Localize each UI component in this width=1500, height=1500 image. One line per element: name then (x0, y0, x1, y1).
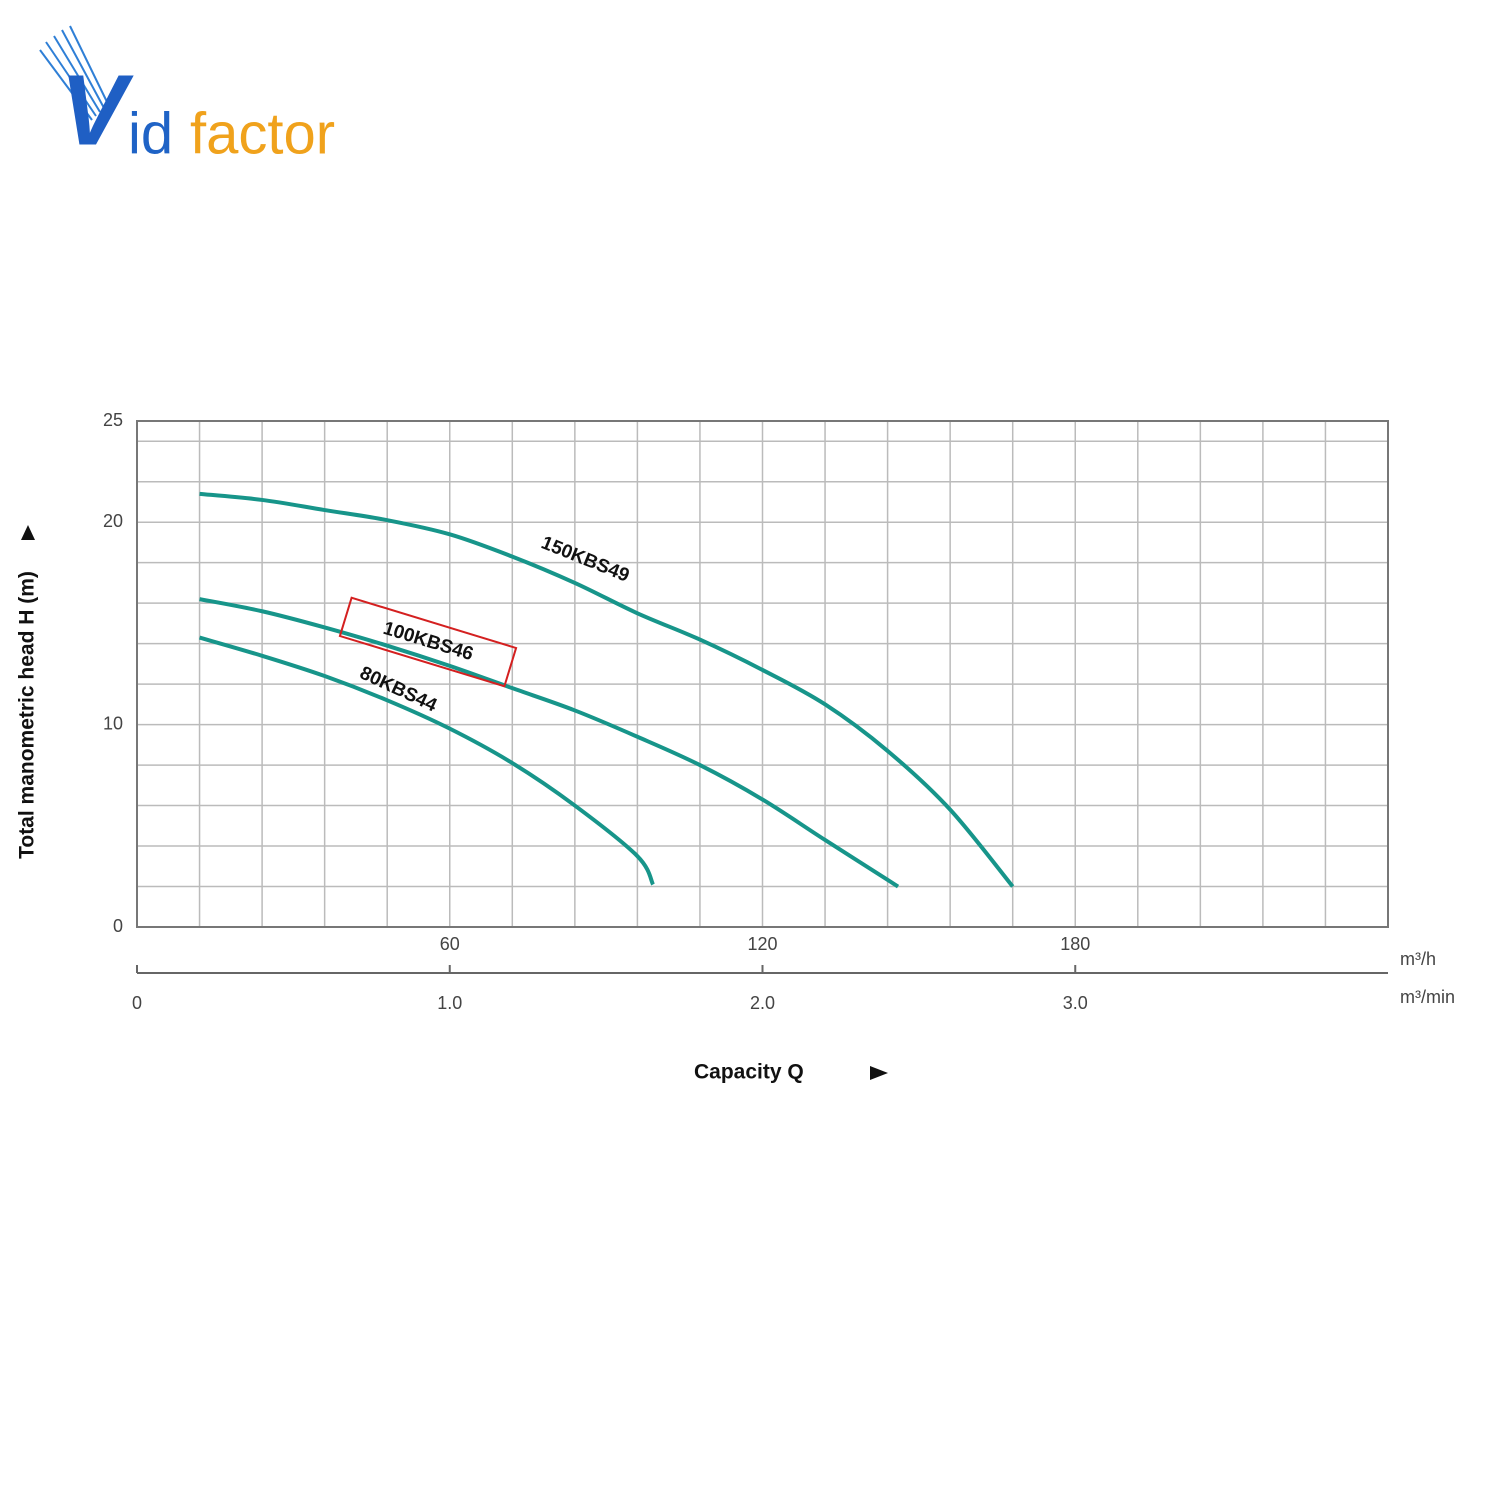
logo-v: V (60, 54, 134, 166)
x-tick-label: 60 (440, 934, 460, 954)
x2-tick-label: 3.0 (1063, 993, 1088, 1013)
y-tick-label: 20 (103, 511, 123, 531)
x-axis-title: Capacity Q (694, 1061, 804, 1084)
logo-factor: factor (190, 101, 335, 166)
logo-feather (69, 25, 109, 105)
x-axis-arrow (870, 1066, 888, 1080)
x2-tick-label: 0 (132, 993, 142, 1013)
x2-tick-label: 1.0 (437, 993, 462, 1013)
logo: V id factor (39, 25, 335, 166)
plot-frame (136, 420, 1389, 928)
logo-feather (39, 49, 93, 121)
y-tick-label: 10 (103, 713, 123, 733)
y-tick-label: 0 (113, 916, 123, 936)
logo-feather (53, 35, 101, 113)
y-tick-label: 25 (103, 410, 123, 430)
grid (137, 421, 1388, 927)
x2-unit: m³/min (1400, 987, 1455, 1007)
y-axis-arrow (21, 525, 35, 540)
curve-label: 80KBS44 (356, 663, 440, 717)
logo-feathers (39, 25, 109, 121)
y-axis-title: Total manometric head H (m) (16, 571, 39, 859)
highlight-box (338, 596, 518, 688)
x-tick-label: 180 (1060, 934, 1090, 954)
curve (199, 491, 1015, 888)
x-unit: m³/h (1400, 949, 1436, 969)
logo-feather (61, 29, 105, 109)
curve (199, 597, 900, 889)
curve (198, 635, 655, 886)
x2-tick-label: 2.0 (750, 993, 775, 1013)
logo-id: id (128, 101, 173, 166)
logo-feather (45, 41, 97, 117)
x-tick-label: 120 (747, 934, 777, 954)
curve-label: 150KBS49 (538, 532, 632, 586)
